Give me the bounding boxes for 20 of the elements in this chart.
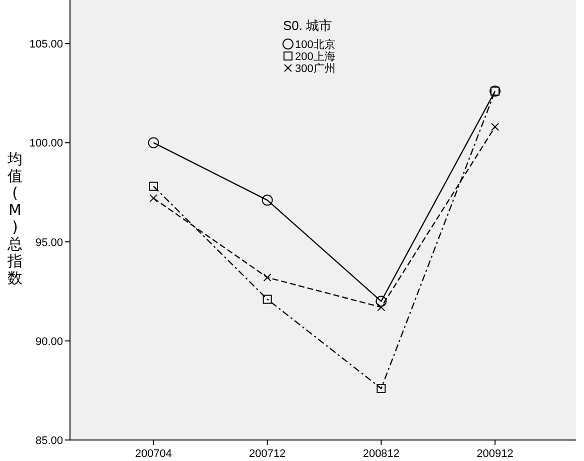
legend-label: 200上海 bbox=[295, 50, 336, 63]
point bbox=[376, 384, 386, 393]
y-tick-label: 95.00 bbox=[35, 236, 63, 249]
y-tick-label: 105.00 bbox=[29, 38, 63, 51]
x-tick-label: 200912 bbox=[476, 448, 514, 460]
x-tick-label: 200704 bbox=[135, 448, 172, 460]
y-tick-label: 85.00 bbox=[35, 435, 63, 447]
point bbox=[262, 294, 272, 304]
point bbox=[262, 194, 273, 206]
y-tick-label: 90.00 bbox=[35, 336, 63, 348]
legend-title: S0. 城市 bbox=[283, 18, 332, 33]
point bbox=[148, 137, 159, 148]
point bbox=[376, 296, 387, 307]
legend-label: 100北京 bbox=[295, 38, 336, 51]
y-axis-title: 均值(M)总指数 bbox=[6, 150, 22, 287]
point bbox=[148, 182, 158, 191]
legend-label: 300广州 bbox=[295, 62, 336, 75]
y-tick-label: 100.00 bbox=[29, 138, 63, 150]
x-tick-label: 200712 bbox=[248, 448, 286, 460]
x-tick-label: 200812 bbox=[362, 448, 400, 460]
